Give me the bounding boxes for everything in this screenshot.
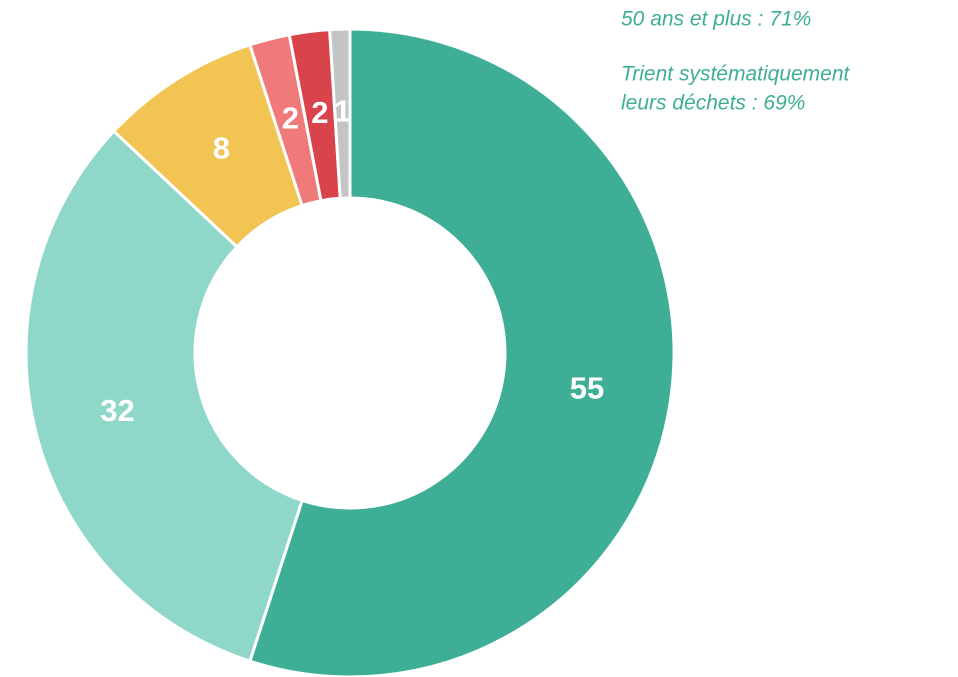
data-label: 55 [570, 371, 604, 406]
annotation: 50 ans et plus : 71% [621, 8, 811, 31]
annotation: leurs déchets : 69% [621, 92, 805, 115]
data-label: 2 [311, 95, 328, 130]
donut-slice [328, 27, 352, 200]
data-label: 1 [334, 93, 351, 128]
annotation: Trient systématiquement [621, 63, 851, 86]
data-label: 32 [100, 393, 134, 428]
data-label: 2 [282, 101, 299, 136]
donut-slice [247, 27, 676, 677]
donut-slice [24, 129, 304, 664]
data-label: 8 [213, 131, 230, 166]
